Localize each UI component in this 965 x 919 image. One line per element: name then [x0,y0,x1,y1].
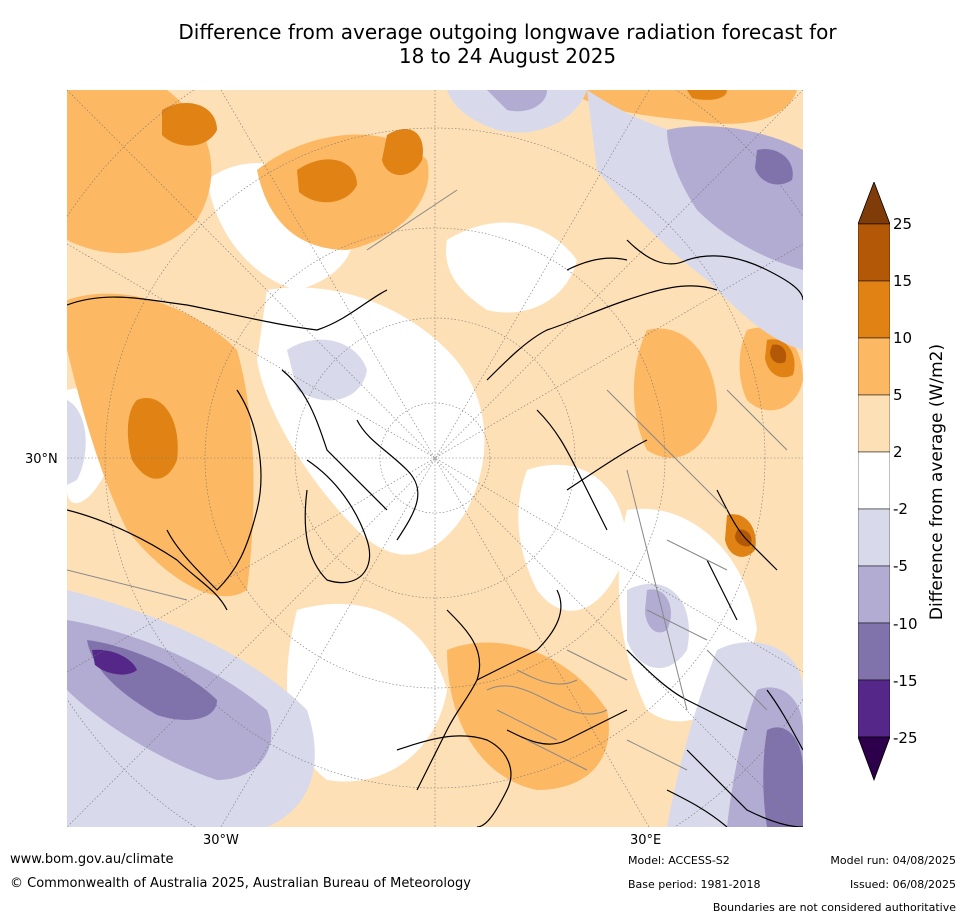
colorbar-band-5-10 [858,337,890,396]
longitude-label-30w: 30°W [203,833,239,848]
positive-anomaly-5-10 [633,328,717,458]
colorbar-band-neg15-neg25 [858,679,890,738]
negative-anomaly-5-10 [487,90,547,112]
positive-anomaly-10-15 [297,159,357,203]
negative-anomaly-2-5 [67,400,86,485]
colorbar-tick: 15 [893,272,913,290]
positive-anomaly-10-15 [382,129,423,175]
positive-anomaly-10-15 [687,90,727,100]
positive-anomaly-5-10 [447,642,609,790]
positive-anomaly-5-10 [567,90,797,124]
colorbar-over-arrow [858,182,890,225]
positive-anomaly-10-15 [127,398,178,479]
neutral-region [446,222,577,313]
title-line-1: Difference from average outgoing longwav… [178,20,837,44]
positive-anomaly-10-15 [162,102,217,146]
boundaries-disclaimer: Boundaries are not considered authoritat… [712,901,956,914]
issued-text: Issued: 06/08/2025 [849,878,956,891]
colorbar-tick: -2 [893,500,908,518]
graticule [67,90,803,827]
map-title: Difference from average outgoing longwav… [120,20,895,68]
colorbar-tick: -10 [893,615,918,633]
model-text: Model: ACCESS-S2 [628,854,730,867]
colorbar-tick: 10 [893,329,913,347]
colorbar-band-2-5 [858,394,890,453]
negative-anomaly-2-5 [287,339,367,401]
colorbar-tick: -5 [893,557,908,575]
colorbar-under-arrow [858,736,890,782]
negative-anomaly-10-15 [755,149,793,185]
colorbar-tick: 25 [893,215,913,233]
title-line-2: 18 to 24 August 2025 [398,44,617,68]
colorbar-band-neg5-neg10 [858,565,890,624]
colorbar-tick: 5 [893,386,903,404]
negative-anomaly-10-15 [763,727,803,827]
colorbar-band-neutral [858,451,890,510]
longitude-label-30e: 30°E [630,833,662,848]
copyright-text: © Commonwealth of Australia 2025, Austra… [10,876,471,891]
colorbar-tick: -25 [893,729,918,747]
colorbar-label: Difference from average (W/m2) [927,343,947,621]
map-svg [67,90,803,827]
colorbar-band-15-25 [858,223,890,282]
colorbar-band-10-15 [858,280,890,339]
positive-anomaly-15-25 [770,344,787,364]
colorbar-tick: -15 [893,672,918,690]
website-link[interactable]: www.bom.gov.au/climate [10,852,174,867]
colorbar-band-neg10-neg15 [858,622,890,681]
colorbar-band-neg2-neg5 [858,508,890,567]
colorbar [858,182,890,782]
colorbar-tick: 2 [893,443,903,461]
negative-anomaly-15-25 [92,649,137,675]
latitude-label-30n: 30°N [25,452,58,467]
negative-anomaly-2-5 [447,90,587,133]
country-borders [67,189,788,771]
positive-anomaly-15-25 [735,529,752,547]
forecast-map [67,90,803,827]
model-run-text: Model run: 04/08/2025 [830,854,956,867]
base-period-text: Base period: 1981-2018 [628,878,761,891]
coastlines [67,239,803,827]
neutral-region [287,603,447,782]
